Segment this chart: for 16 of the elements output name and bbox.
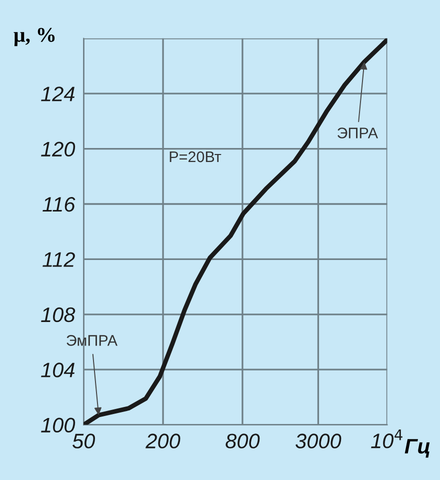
y-tick-label: 100: [41, 418, 76, 433]
x-axis-title: Гц: [404, 439, 430, 458]
y-tick-label: 104: [41, 362, 74, 378]
annotation: P=20Вт: [170, 151, 222, 162]
x-tick-label: 3000: [296, 434, 342, 448]
x-tick-label: 50: [72, 434, 96, 448]
x-tick-label: 800: [226, 434, 260, 448]
y-tick-label: 120: [41, 142, 76, 157]
y-tick-label: 108: [41, 307, 76, 322]
y-tick-label: 124: [41, 86, 74, 102]
y-tick-label: 116: [42, 197, 76, 212]
x-tick-label: 200: [146, 434, 180, 448]
y-axis-title: μ, %: [14, 28, 55, 46]
x-tick-label: 10$^{4}$: [371, 429, 402, 448]
y-tick-label: 112: [42, 252, 75, 267]
annotation: ЭПРА: [338, 128, 378, 138]
